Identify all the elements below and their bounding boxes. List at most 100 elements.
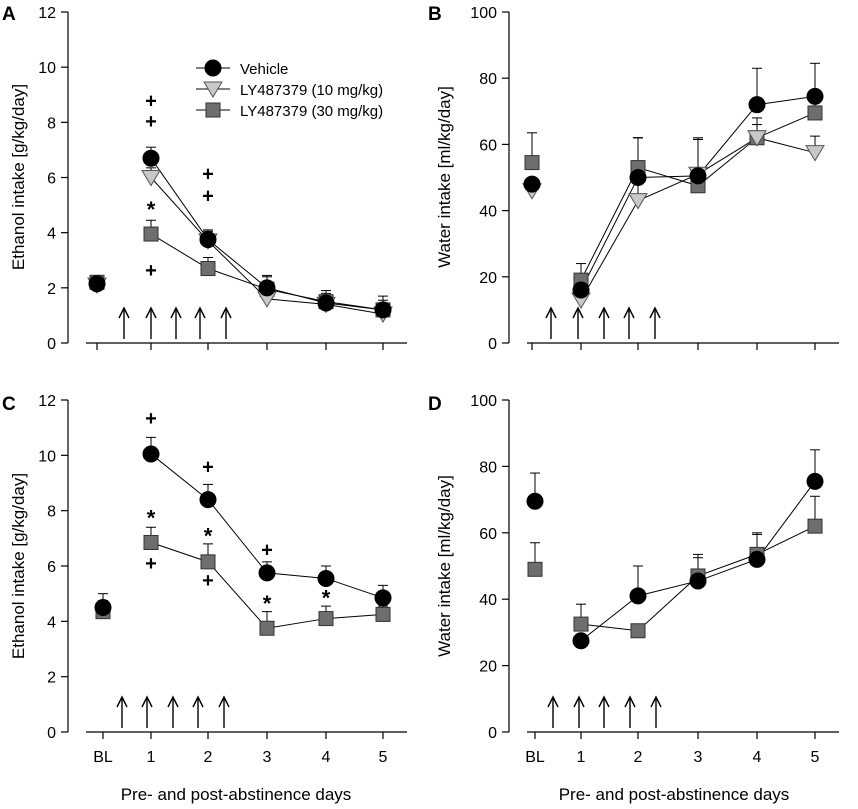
- x-axis-label-right: Pre- and post-abstinence days: [559, 785, 790, 804]
- legend-label-ly30: LY487379 (30 mg/kg): [240, 103, 383, 120]
- y-tick-label: 20: [479, 659, 497, 676]
- arrow-head: [145, 306, 157, 319]
- data-point-ly10: [628, 193, 648, 210]
- data-point-vehicle: [374, 589, 392, 607]
- x-tick-label: 5: [811, 749, 820, 766]
- panel-label-c: C: [2, 394, 16, 415]
- significance-mark: *: [204, 523, 213, 548]
- y-tick-label: 12: [38, 5, 56, 22]
- injection-arrow: [116, 695, 128, 728]
- arrow-head: [650, 695, 662, 708]
- y-tick-label: 100: [470, 393, 497, 410]
- panel-b-plot: 0 20 40 60 80 100: [470, 5, 839, 353]
- data-point-ly30: [259, 620, 275, 636]
- data-point-vehicle: [258, 279, 276, 297]
- y-tick-label: 80: [479, 71, 497, 88]
- y-tick-label: 8: [47, 504, 56, 521]
- data-point-vehicle: [142, 149, 160, 167]
- data-point-ly10: [141, 170, 161, 187]
- data-point-vehicle: [523, 175, 541, 193]
- y-tick-label: 0: [47, 336, 56, 353]
- y-tick-label: 80: [479, 459, 497, 476]
- significance-mark: *: [147, 197, 156, 222]
- data-point-ly30: [527, 561, 543, 577]
- panel-d-plot: 0 20 40 60 80 100 BL 1 2 3 4 5: [470, 393, 839, 766]
- data-point-ly30: [143, 534, 159, 550]
- injection-arrow: [218, 695, 230, 728]
- injection-arrow: [545, 306, 557, 339]
- data-point-vehicle: [572, 281, 590, 299]
- y-tick-label: 0: [488, 336, 497, 353]
- data-point-vehicle: [748, 96, 766, 114]
- arrow-head: [194, 306, 206, 319]
- legend-label-ly10: LY487379 (10 mg/kg): [240, 82, 383, 99]
- y-tick-label: 10: [38, 448, 56, 465]
- significance-mark: +: [145, 90, 157, 112]
- arrow-head: [118, 306, 130, 319]
- arrow-head: [220, 306, 232, 319]
- significance-mark: +: [202, 185, 214, 207]
- data-point-vehicle: [629, 169, 647, 186]
- data-point-vehicle: [199, 491, 217, 509]
- injection-arrow: [572, 306, 584, 339]
- legend-marker-ly10: [203, 81, 223, 98]
- arrow-head: [547, 695, 559, 708]
- x-tick-label: BL: [93, 749, 113, 766]
- injection-arrow: [170, 306, 182, 339]
- injection-arrow: [194, 306, 206, 339]
- legend-marker-vehicle: [204, 59, 222, 77]
- x-tick-label: BL: [525, 749, 545, 766]
- data-point-vehicle: [142, 445, 160, 463]
- data-point-vehicle: [94, 599, 112, 616]
- data-point-vehicle: [374, 301, 392, 319]
- data-point-ly30: [573, 616, 589, 632]
- x-tick-label: 1: [147, 749, 156, 766]
- arrow-head: [167, 695, 179, 708]
- y-tick-label: 4: [47, 226, 56, 243]
- injection-arrow: [649, 306, 661, 339]
- injection-arrow: [547, 695, 559, 728]
- injection-arrow: [145, 306, 157, 339]
- arrow-head: [598, 306, 610, 319]
- data-point-ly30: [375, 606, 391, 622]
- significance-mark: +: [145, 260, 157, 282]
- data-point-ly30: [524, 155, 540, 171]
- y-tick-label: 6: [47, 171, 56, 188]
- significance-mark: +: [202, 456, 214, 478]
- data-point-vehicle: [806, 472, 824, 490]
- significance-mark: +: [145, 553, 157, 575]
- injection-arrow: [192, 695, 204, 728]
- x-tick-label: 3: [263, 749, 272, 766]
- data-point-ly30: [807, 518, 823, 534]
- arrow-head: [141, 695, 153, 708]
- x-tick-label: 1: [577, 749, 586, 766]
- data-point-ly30: [200, 261, 216, 277]
- data-point-ly30: [807, 105, 823, 121]
- arrow-head: [170, 306, 182, 319]
- arrow-head: [545, 306, 557, 319]
- significance-mark: +: [145, 408, 157, 430]
- data-point-ly30: [200, 554, 216, 570]
- data-point-ly10: [805, 145, 825, 162]
- data-point-ly10: [747, 130, 767, 147]
- y-tick-label: 10: [38, 60, 56, 77]
- injection-arrow: [624, 695, 636, 728]
- arrow-head: [192, 695, 204, 708]
- panel-label-d: D: [428, 394, 442, 415]
- arrow-head: [116, 695, 128, 708]
- injection-arrow: [650, 695, 662, 728]
- significance-mark: +: [202, 163, 214, 185]
- significance-mark: *: [263, 591, 272, 616]
- data-point-vehicle: [317, 294, 335, 312]
- y-axis-label-d: Water intake [ml/kg/day]: [435, 475, 454, 657]
- y-tick-label: 40: [479, 204, 497, 221]
- injection-arrow: [220, 306, 232, 339]
- significance-mark: *: [147, 505, 156, 530]
- y-tick-label: 4: [47, 614, 56, 631]
- injection-arrow: [141, 695, 153, 728]
- y-tick-label: 40: [479, 592, 497, 609]
- legend-label-vehicle: Vehicle: [240, 61, 288, 78]
- data-point-vehicle: [526, 492, 544, 510]
- data-point-vehicle: [806, 87, 824, 105]
